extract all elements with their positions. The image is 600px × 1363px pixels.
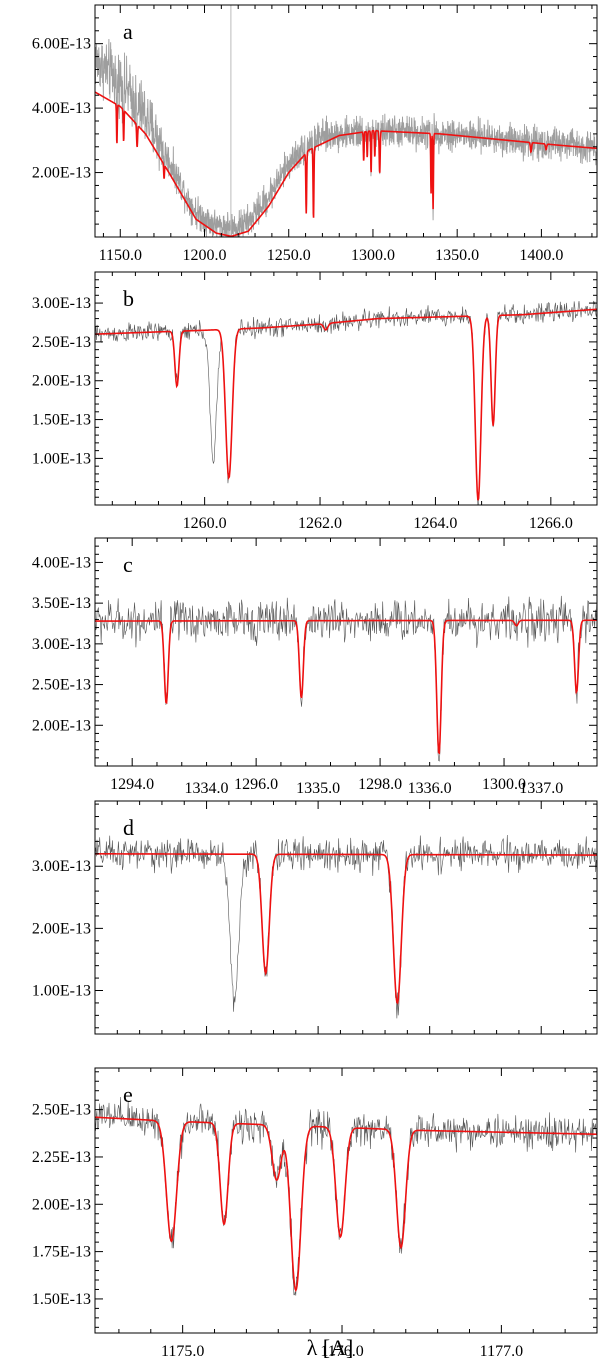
x-axis-title: λ [A] xyxy=(307,1335,354,1360)
y-tick-label-e: 1.50E-13 xyxy=(32,1291,91,1308)
x-tick-label-d: 1335.0 xyxy=(296,780,340,797)
x-tick-label-d: 1336.0 xyxy=(408,780,452,797)
frame-a xyxy=(94,4,598,238)
panel-a: a 1150.0 1200.0 1250.0 1300.0 1350.0 1400.0 2.0… xyxy=(32,4,598,264)
x-tick-label-c: 1300.0 xyxy=(482,776,526,793)
y-tick-label-b: 1.00E-13 xyxy=(32,450,91,467)
y-tick-label-c: 3.00E-13 xyxy=(32,636,91,653)
panel-letter-e: e xyxy=(123,1082,133,1107)
x-tick-label-c: 1294.0 xyxy=(110,776,154,793)
y-tick-label-b: 3.00E-13 xyxy=(32,295,91,312)
y-tick-label-c: 2.50E-13 xyxy=(32,677,91,694)
y-tick-label-c: 3.50E-13 xyxy=(32,595,91,612)
x-tick-label-a: 1300.0 xyxy=(351,247,395,264)
y-tick-label-d: 1.00E-13 xyxy=(32,983,91,1000)
x-tick-label-e: 1175.0 xyxy=(161,1343,204,1360)
frame-d xyxy=(94,800,598,1035)
panel-letter-c: c xyxy=(123,552,133,577)
y-tick-label-c: 4.00E-13 xyxy=(32,554,91,571)
observed-spectrum-d xyxy=(95,834,597,1019)
x-tick-label-a: 1200.0 xyxy=(182,247,226,264)
y-tick-label-a: 4.00E-13 xyxy=(32,100,91,117)
frame-e xyxy=(94,1067,598,1334)
model-spectrum-c xyxy=(95,619,597,755)
y-tick-label-a: 6.00E-13 xyxy=(32,36,91,53)
x-tick-label-a: 1150.0 xyxy=(99,247,142,264)
panel-letter-b: b xyxy=(123,286,134,311)
y-tick-label-e: 2.25E-13 xyxy=(32,1149,91,1166)
y-tick-label-e: 2.00E-13 xyxy=(32,1196,91,1213)
frame-c xyxy=(94,537,598,767)
panel-d: d 1334.0 1335.0 1336.0 1337.0 1.00E-13 2.00E-1… xyxy=(32,780,598,1035)
y-tick-label-d: 3.00E-13 xyxy=(32,858,91,875)
y-tick-label-e: 2.50E-13 xyxy=(32,1102,91,1119)
panel-letter-a: a xyxy=(123,19,133,44)
frame-b xyxy=(94,271,598,506)
x-tick-label-b: 1262.0 xyxy=(298,515,342,532)
x-tick-label-c: 1296.0 xyxy=(234,776,278,793)
model-spectrum-b xyxy=(95,308,597,501)
x-tick-label-e: 1177.0 xyxy=(480,1343,523,1360)
panel-b: b 1260.0 1262.0 1264.0 1266.0 1.00E-13 1.50E-1… xyxy=(32,271,598,532)
y-tick-label-a: 2.00E-13 xyxy=(32,165,91,182)
y-tick-label-d: 2.00E-13 xyxy=(32,920,91,937)
x-tick-label-b: 1260.0 xyxy=(183,515,227,532)
x-tick-label-e: 1176.0 xyxy=(320,1343,363,1360)
y-tick-label-b: 2.50E-13 xyxy=(32,334,91,351)
model-spectrum-e xyxy=(95,1116,597,1293)
observed-spectrum-c xyxy=(95,595,597,762)
panel-c: c 1294.0 1296.0 1298.0 1300.0 2.00E-13 2.50E-1… xyxy=(32,537,598,793)
panel-e: e 1175.0 1176.0 1177.0 1.50E-13 1.75E-13 2.00E… xyxy=(32,1067,598,1360)
x-tick-label-d: 1337.0 xyxy=(519,780,563,797)
x-tick-label-b: 1266.0 xyxy=(529,515,573,532)
y-tick-label-c: 2.00E-13 xyxy=(32,717,91,734)
x-tick-label-d: 1334.0 xyxy=(185,780,229,797)
x-tick-label-c: 1298.0 xyxy=(358,776,402,793)
x-tick-label-a: 1400.0 xyxy=(519,247,563,264)
y-tick-label-b: 2.00E-13 xyxy=(32,373,91,390)
y-tick-label-e: 1.75E-13 xyxy=(32,1244,91,1261)
observed-spectrum-a xyxy=(95,39,597,237)
x-tick-label-b: 1264.0 xyxy=(413,515,457,532)
panel-letter-d: d xyxy=(123,815,134,840)
x-tick-label-a: 1350.0 xyxy=(435,247,479,264)
y-tick-label-b: 1.50E-13 xyxy=(32,412,91,429)
model-spectrum-d xyxy=(95,853,597,1005)
model-spectrum-a xyxy=(95,91,597,237)
x-tick-label-a: 1250.0 xyxy=(267,247,311,264)
observed-spectrum-e xyxy=(95,1097,597,1296)
